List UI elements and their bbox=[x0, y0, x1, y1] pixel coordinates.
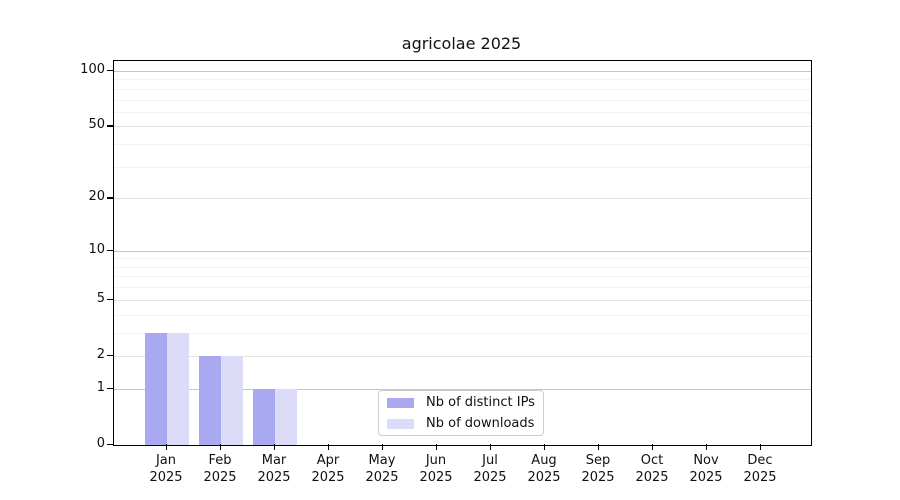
legend-label-distinct-ips: Nb of distinct IPs bbox=[426, 395, 535, 410]
x-tick-label: Oct 2025 bbox=[635, 453, 669, 485]
gridline-minor bbox=[114, 266, 811, 268]
bar-downloads-feb bbox=[221, 355, 243, 445]
gridline-major bbox=[114, 71, 811, 72]
y-tick-label: 100 bbox=[80, 62, 105, 77]
gridline-minor bbox=[114, 79, 811, 81]
y-axis-tick bbox=[107, 444, 113, 446]
gridline-minor bbox=[114, 111, 811, 113]
gridline-minor bbox=[114, 88, 811, 90]
gridline-minor bbox=[114, 144, 811, 146]
y-axis-tick bbox=[107, 125, 113, 127]
x-tick-label: Jul 2025 bbox=[473, 453, 507, 485]
legend-item-distinct-ips: Nb of distinct IPs bbox=[387, 394, 535, 411]
gridline-minor bbox=[114, 99, 811, 101]
x-tick-label: Dec 2025 bbox=[743, 453, 777, 485]
y-tick-label: 2 bbox=[96, 346, 105, 362]
gridline-major bbox=[114, 355, 811, 357]
y-tick-label: 1 bbox=[96, 379, 105, 395]
x-axis-tick bbox=[328, 444, 330, 450]
gridline-minor bbox=[114, 276, 811, 278]
gridline-minor bbox=[114, 287, 811, 289]
x-axis-tick bbox=[382, 444, 384, 450]
x-axis-tick bbox=[436, 444, 438, 450]
gridline-major bbox=[114, 198, 811, 200]
x-axis-tick bbox=[274, 444, 276, 450]
legend-swatch-distinct-ips bbox=[387, 397, 414, 408]
gridline-major bbox=[114, 250, 811, 252]
y-axis-tick bbox=[107, 70, 113, 72]
chart-title: agricolae 2025 bbox=[401, 34, 522, 53]
gridline-major bbox=[114, 126, 811, 128]
x-tick-label: Jan 2025 bbox=[149, 453, 183, 485]
x-tick-label: Jun 2025 bbox=[419, 453, 453, 485]
x-axis-tick bbox=[760, 444, 762, 450]
plot-area bbox=[113, 60, 812, 446]
gridline-major bbox=[114, 299, 811, 301]
legend-item-downloads: Nb of downloads bbox=[387, 415, 535, 432]
y-axis-tick bbox=[107, 197, 113, 199]
x-axis-tick bbox=[706, 444, 708, 450]
x-axis-tick bbox=[544, 444, 546, 450]
bar-distinct-ips-feb bbox=[199, 355, 221, 445]
bar-downloads-mar bbox=[275, 388, 297, 445]
legend-label-downloads: Nb of downloads bbox=[426, 416, 535, 431]
y-tick-label: 5 bbox=[96, 290, 105, 306]
x-tick-label: Nov 2025 bbox=[689, 453, 723, 485]
x-tick-label: Apr 2025 bbox=[311, 453, 345, 485]
x-tick-label: May 2025 bbox=[365, 453, 399, 485]
x-tick-label: Aug 2025 bbox=[527, 453, 561, 485]
x-axis-tick bbox=[652, 444, 654, 450]
gridline-minor bbox=[114, 314, 811, 316]
gridline-minor bbox=[114, 332, 811, 334]
gridline-major bbox=[114, 388, 811, 390]
bar-downloads-jan bbox=[167, 332, 189, 445]
y-tick-label: 50 bbox=[88, 117, 105, 133]
y-axis-tick bbox=[107, 387, 113, 390]
legend: Nb of distinct IPs Nb of downloads bbox=[378, 390, 544, 436]
x-tick-label: Feb 2025 bbox=[203, 453, 237, 485]
bar-distinct-ips-jan bbox=[145, 332, 167, 445]
legend-swatch-downloads bbox=[387, 418, 414, 429]
x-tick-label: Mar 2025 bbox=[257, 453, 291, 485]
x-axis-tick bbox=[490, 444, 492, 450]
y-tick-label: 20 bbox=[88, 189, 105, 205]
y-axis-tick bbox=[107, 298, 113, 301]
y-axis-tick bbox=[107, 354, 113, 357]
bar-distinct-ips-mar bbox=[253, 388, 275, 445]
x-tick-label: Sep 2025 bbox=[581, 453, 615, 485]
x-axis-tick bbox=[166, 444, 168, 450]
gridline-minor bbox=[114, 166, 811, 168]
x-axis-tick bbox=[220, 444, 222, 450]
y-tick-label: 10 bbox=[88, 241, 105, 257]
gridline-minor bbox=[114, 258, 811, 260]
x-axis-tick bbox=[598, 444, 600, 450]
y-axis-tick bbox=[107, 249, 113, 251]
y-tick-label: 0 bbox=[96, 436, 105, 451]
